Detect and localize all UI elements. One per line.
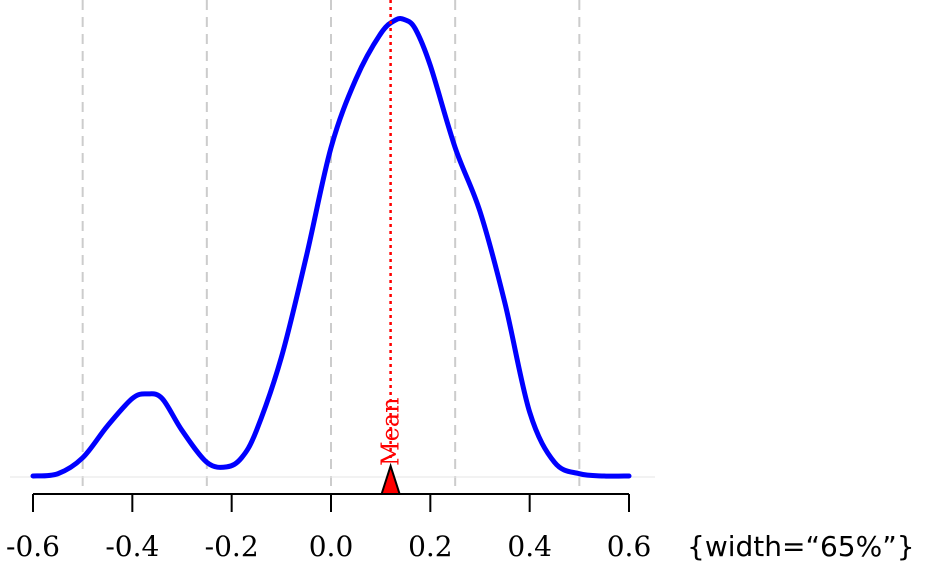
reference-lines: [81, 0, 581, 494]
mean-marker-group: Mean: [377, 0, 405, 495]
mean-triangle-marker: [380, 462, 401, 495]
density-curves: [30, 16, 632, 479]
x-axis: -0.6 -0.4 -0.2 0.0 0.2 0.4 0.6: [6, 493, 652, 563]
width-annotation: {width=“65%”}: [687, 530, 915, 563]
x-tick-label: 0.6: [607, 530, 652, 563]
density-curve: [30, 16, 632, 479]
x-tick-label: 0.2: [408, 530, 453, 563]
mean-label: Mean: [377, 397, 405, 466]
x-tick-label: 0.0: [309, 530, 354, 563]
x-tick-label: 0.4: [507, 530, 552, 563]
x-tick-label: -0.4: [105, 530, 159, 563]
x-tick-label: -0.2: [205, 530, 259, 563]
x-tick-label: -0.6: [6, 530, 60, 563]
